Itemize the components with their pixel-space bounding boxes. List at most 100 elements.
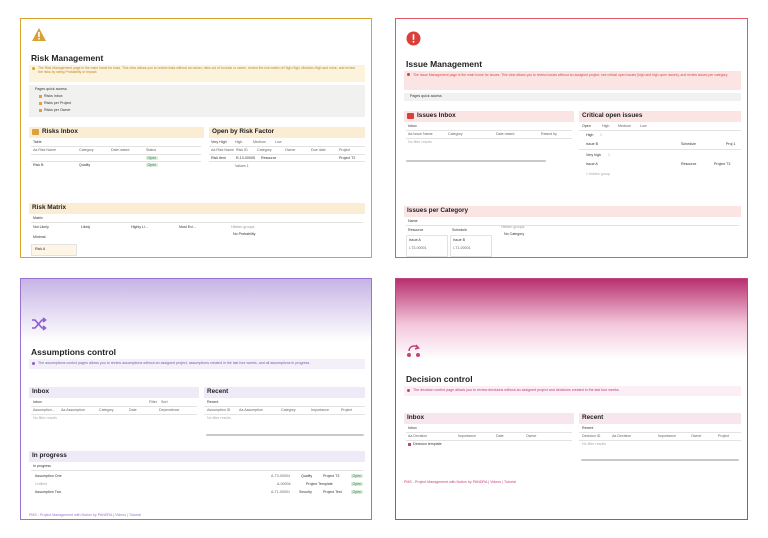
divider [31,161,201,162]
view-tab[interactable]: In progress [33,464,51,468]
section-heading: Recent [207,388,229,395]
section-heading: Inbox [32,388,50,395]
heading-icon [32,129,39,135]
view-tab[interactable]: Inbox [408,124,417,128]
assumptions-page: Assumptions control The assumptions cont… [20,278,372,520]
scrollbar[interactable] [406,160,546,162]
page-link[interactable]: Risks Inbox [44,94,63,98]
view-tab[interactable]: Table [33,140,42,144]
empty-state: No filter results [207,416,231,420]
section-heading: Risk Matrix [32,204,67,211]
section-heading: Inbox [407,414,425,421]
column-header: Aa Decision [612,434,632,438]
view-tab[interactable]: Very High [211,140,227,144]
heading-icon [407,113,414,119]
view-tab[interactable]: Inbox [408,426,417,430]
view-tab[interactable]: High [602,124,610,128]
cell: Risk Item [211,156,226,160]
view-tab[interactable]: Name [408,219,418,223]
cell: Quality [79,163,91,167]
item-title[interactable]: Decision template [413,442,442,446]
hidden-groups[interactable]: 1 hidden group [586,172,610,176]
view-tab[interactable]: Matrix [33,216,43,220]
board-card[interactable] [31,244,77,256]
description: The decision control page allows you to … [413,388,620,392]
toggle-label[interactable]: Pages quick access [410,94,442,98]
toolbar-button[interactable]: Filter [149,400,157,404]
divider [406,440,572,441]
divider [406,225,739,226]
section-heading: Issues per Category [407,207,469,214]
view-tab[interactable]: Open [582,124,591,128]
decision-page: Decision control The decision control pa… [395,278,748,520]
callout-icon [32,67,35,70]
item-property: Project Test [323,490,342,494]
divider [579,149,741,150]
item-title[interactable]: Assumption Two [35,490,62,494]
item-property: Security [299,490,312,494]
section-heading: Critical open issues [582,112,643,119]
column-header: Importance [311,408,329,412]
hidden-groups: Hidden groups [231,225,255,229]
description: The Issue Management page is the main ho… [413,73,728,77]
footer-link[interactable]: PMS - Project Management with Notion by … [29,513,141,517]
scrollbar[interactable] [581,459,739,461]
page-link[interactable]: Risks per Owner [44,108,71,112]
board-column: Highly Li... [131,225,148,229]
item-title[interactable]: Untitled [35,482,48,486]
column-header: Aa Risk Name [33,148,56,152]
description: The assumptions control pages allows you… [38,361,311,365]
cell: R-13-00005 [236,156,255,160]
issue-page: Issue Management The Issue Management pa… [395,18,748,258]
view-tab[interactable]: Low [275,140,282,144]
group-name[interactable]: High [586,133,594,137]
column-header: Category [79,148,94,152]
scrollbar[interactable] [206,434,364,436]
page-link[interactable]: Risks per Project [44,101,72,105]
view-tab[interactable]: Inbox [33,400,42,404]
column-header: Assumption... [33,408,55,412]
view-tab[interactable]: Recent [207,400,219,404]
footer-link[interactable]: PMS - Project Management with Notion by … [404,480,516,484]
toggle-box [404,93,741,101]
toolbar-button[interactable]: Sort [161,400,168,404]
column-header: Date raised [111,148,130,152]
view-tab[interactable]: Medium [618,124,631,128]
group-name[interactable]: Very high [586,153,601,157]
divider [579,440,741,441]
divider [406,432,572,433]
view-tab[interactable]: High [235,140,243,144]
heading-band [209,127,365,138]
view-tab[interactable]: Medium [253,140,266,144]
item-title[interactable]: Assumption One [35,474,62,478]
section-heading: Open by Risk Factor [212,128,275,135]
column-header: Status [146,148,157,152]
section-heading: Risks Inbox [42,128,78,135]
callout [29,65,365,82]
column-header: Date [496,434,504,438]
column-header: Category [448,132,463,136]
column-header: Aa Risk Name [211,148,234,152]
board-card[interactable] [450,235,492,257]
empty-state: No filter results [582,442,606,446]
column-header: Category [281,408,296,412]
divider [209,161,365,162]
column-header: Assumption ID [207,408,231,412]
hidden-groups: Hidden groups [501,225,525,229]
board-card[interactable] [406,235,448,257]
item-title[interactable]: Issue B [586,142,598,146]
warning-icon [32,28,46,41]
card-title: Issue A [409,238,421,242]
divider [209,146,365,147]
page-icon [39,95,42,98]
toggle-label[interactable]: Pages quick access [35,87,67,91]
view-tab[interactable]: Low [640,124,647,128]
board-column: Not Likely [33,225,49,229]
section-heading: Recent [582,414,604,421]
card-title: Issue B [453,238,465,242]
item-title[interactable]: Issue A [586,162,598,166]
item-property: Schedule [681,142,696,146]
view-tab[interactable]: Recent [582,426,594,430]
